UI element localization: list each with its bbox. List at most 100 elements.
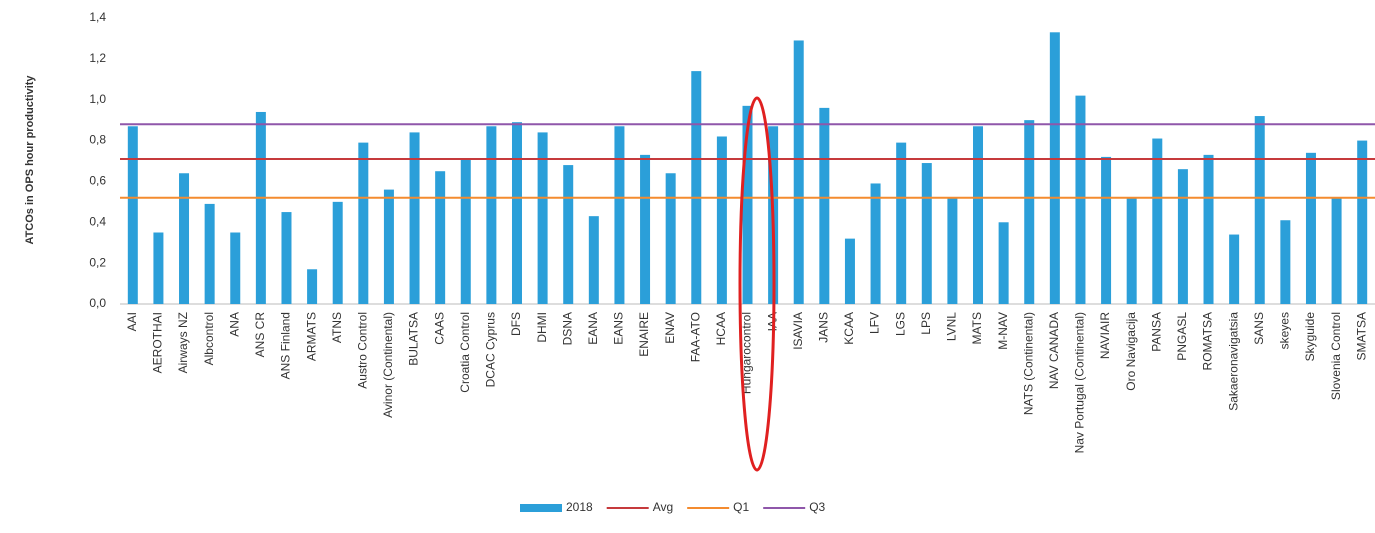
x-tick-label: Austro Control — [355, 312, 369, 389]
bar — [1024, 120, 1035, 305]
x-tick-label: skeyes — [1278, 312, 1292, 349]
bar — [691, 71, 702, 304]
x-tick-label: Croatia Control — [458, 312, 472, 393]
highlight-ellipse — [738, 96, 776, 472]
x-tick-label: JANS — [817, 312, 831, 343]
bar — [921, 163, 932, 304]
x-tick-label: LFV — [868, 312, 882, 334]
x-tick-label: LGS — [893, 312, 907, 336]
bar — [1254, 116, 1265, 304]
bar — [358, 142, 369, 304]
x-tick-label: SANS — [1252, 312, 1266, 345]
bar — [973, 126, 984, 305]
bar — [793, 40, 804, 304]
x-tick-label: ROMATSA — [1201, 312, 1215, 370]
x-tick-label: DFS — [509, 312, 523, 336]
bar — [204, 203, 215, 304]
x-tick-label: AEROTHAI — [151, 312, 165, 373]
legend-label: Avg — [653, 500, 673, 514]
x-tick-label: NAVIAIR — [1098, 312, 1112, 359]
x-tick-label: Nav Portugal (Continental) — [1073, 312, 1087, 453]
x-tick-label: ANS Finland — [279, 312, 293, 379]
x-tick-label: ANS CR — [253, 312, 267, 358]
bar — [230, 232, 241, 304]
bar — [819, 107, 830, 304]
bar — [153, 232, 164, 304]
bar — [409, 132, 420, 304]
x-tick-label: PANSA — [1149, 312, 1163, 352]
bar — [307, 269, 318, 304]
y-tick-label: 1,0 — [89, 92, 106, 106]
x-tick-label: NATS (Continental) — [1021, 312, 1035, 415]
x-tick-label: DCAC Cyprus — [484, 312, 498, 387]
x-tick-label: MATS — [970, 312, 984, 344]
bar — [281, 212, 292, 304]
x-tick-label: DHMI — [535, 312, 549, 343]
bar — [563, 165, 574, 304]
bar — [640, 154, 651, 304]
y-tick-label: 0,0 — [89, 296, 106, 310]
x-tick-label: Albcontrol — [202, 312, 216, 365]
bar — [1357, 140, 1368, 304]
bar — [844, 238, 855, 304]
bar — [1229, 234, 1240, 304]
bar — [947, 197, 958, 304]
legend-label: Q3 — [809, 500, 825, 514]
bar — [1280, 220, 1291, 304]
legend-swatch — [520, 504, 562, 512]
bar — [614, 126, 625, 305]
y-tick-label: 0,8 — [89, 133, 106, 147]
y-tick-label: 0,6 — [89, 174, 106, 188]
bar — [870, 183, 881, 304]
bar — [460, 158, 471, 304]
bar — [896, 142, 907, 304]
bar — [255, 111, 266, 304]
x-tick-label: ENAIRE — [637, 312, 651, 357]
x-tick-label: ATNS — [330, 312, 344, 343]
x-tick-label: ARMATS — [304, 312, 318, 361]
x-tick-label: SMATSA — [1354, 312, 1368, 360]
bar — [1177, 169, 1188, 304]
legend-label: 2018 — [566, 500, 593, 514]
bar — [127, 126, 138, 305]
x-tick-label: Airways NZ — [176, 312, 190, 373]
bar — [1049, 32, 1060, 305]
x-tick-label: BULATSA — [407, 312, 421, 366]
bar — [1305, 152, 1316, 304]
bar — [332, 201, 343, 304]
x-tick-label: ENAV — [663, 312, 677, 344]
y-tick-label: 0,2 — [89, 255, 106, 269]
x-tick-label: EANS — [612, 312, 626, 345]
x-tick-label: Slovenia Control — [1329, 312, 1343, 400]
x-tick-label: LVNL — [945, 312, 959, 341]
bar — [486, 126, 497, 305]
bar — [1152, 138, 1163, 304]
x-tick-label: ANA — [227, 312, 241, 337]
bar — [998, 222, 1009, 304]
bar — [537, 132, 548, 304]
x-tick-label: Skyguide — [1303, 312, 1317, 362]
x-tick-label: PNGASL — [1175, 312, 1189, 361]
bar — [1331, 197, 1342, 304]
x-tick-label: LPS — [919, 312, 933, 335]
x-tick-label: DSNA — [560, 312, 574, 345]
x-tick-label: ISAVIA — [791, 312, 805, 350]
bar — [665, 173, 676, 304]
y-tick-label: 1,2 — [89, 51, 106, 65]
x-tick-label: HCAA — [714, 312, 728, 345]
y-tick-label: 0,4 — [89, 214, 106, 228]
x-tick-label: M-NAV — [996, 312, 1010, 350]
y-tick-label: 1,4 — [89, 10, 106, 24]
bar — [742, 105, 753, 304]
bar — [511, 122, 522, 304]
x-tick-label: CAAS — [432, 312, 446, 345]
bar — [1126, 197, 1137, 304]
bar — [1203, 154, 1214, 304]
bar — [435, 171, 446, 304]
x-tick-label: KCAA — [842, 312, 856, 345]
x-tick-label: Avinor (Continental) — [381, 312, 395, 418]
bar — [1101, 156, 1112, 304]
bar — [179, 173, 190, 304]
bar — [588, 216, 599, 304]
